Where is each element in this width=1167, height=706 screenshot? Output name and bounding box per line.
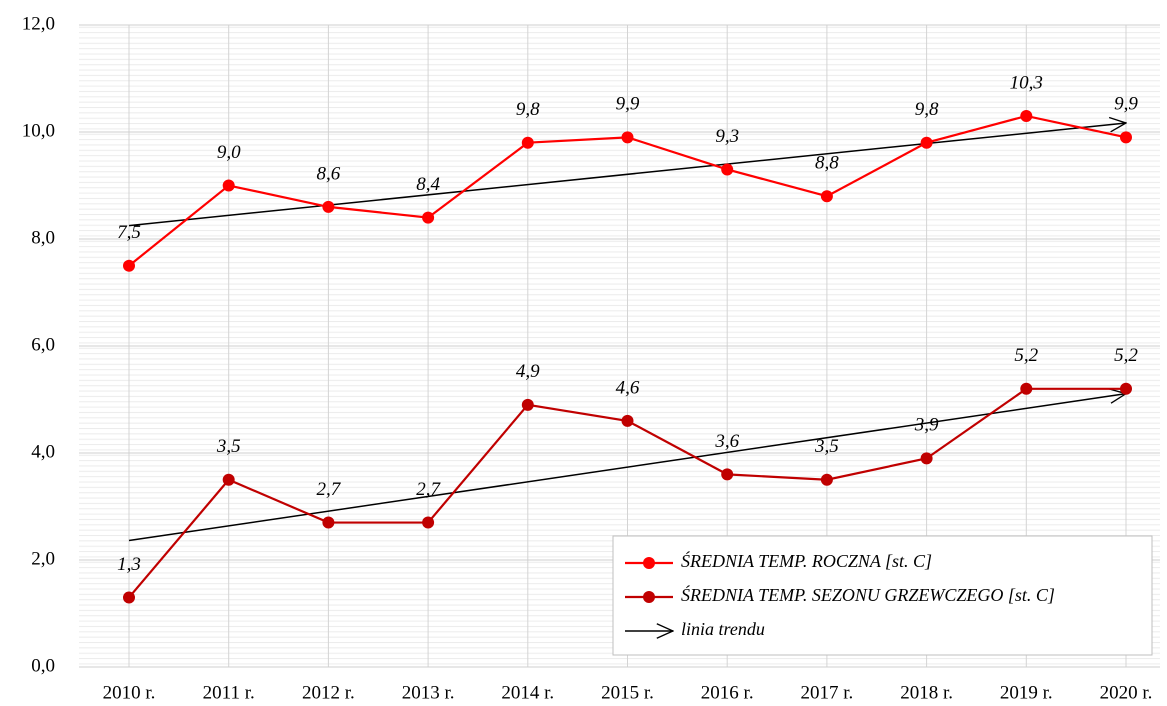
y-tick-label: 8,0 (31, 227, 55, 248)
data-point (621, 131, 634, 144)
data-point (820, 190, 833, 203)
legend-label: linia trendu (681, 619, 765, 639)
data-point (222, 473, 235, 486)
legend-marker (643, 557, 655, 569)
data-point (521, 136, 534, 149)
x-tick-label: 2013 r. (402, 682, 455, 703)
data-point (1120, 382, 1132, 395)
y-tick-label: 6,0 (31, 334, 55, 355)
data-label: 3,5 (216, 436, 241, 457)
data-label: 10,3 (1010, 72, 1043, 93)
data-label: 3,5 (814, 436, 839, 457)
data-point (521, 398, 534, 411)
data-label: 2,7 (317, 479, 342, 500)
data-point (721, 468, 734, 481)
data-point (322, 200, 335, 213)
legend-marker (643, 591, 655, 603)
x-tick-label: 2019 r. (1000, 682, 1053, 703)
y-tick-label: 0,0 (31, 655, 55, 676)
data-label: 9,0 (217, 142, 241, 163)
data-point (621, 414, 634, 427)
legend-label: ŚREDNIA TEMP. SEZONU GRZEWCZEGO [st. C] (681, 584, 1055, 605)
data-point (322, 516, 335, 529)
data-label: 4,6 (616, 377, 640, 398)
data-point (920, 136, 933, 149)
x-tick-label: 2014 r. (501, 682, 554, 703)
data-label: 3,6 (714, 431, 739, 452)
data-point (1120, 131, 1132, 144)
x-tick-label: 2016 r. (701, 682, 754, 703)
data-point (1020, 109, 1033, 122)
legend-label: ŚREDNIA TEMP. ROCZNA [st. C] (681, 550, 932, 571)
trend-line (128, 123, 1126, 227)
data-point (123, 591, 135, 604)
x-tick-label: 2010 r. (103, 682, 156, 703)
data-point (222, 179, 235, 192)
data-label: 2,7 (416, 479, 441, 500)
y-tick-label: 2,0 (31, 548, 55, 569)
data-label: 9,8 (915, 99, 939, 120)
data-point (422, 516, 435, 529)
data-label: 9,9 (1114, 94, 1138, 115)
x-tick-label: 2012 r. (302, 682, 355, 703)
y-tick-label: 12,0 (22, 13, 55, 34)
trend-line (128, 394, 1126, 542)
data-label: 8,6 (317, 163, 341, 184)
legend-box (612, 535, 1153, 656)
data-point (1020, 382, 1033, 395)
x-tick-label: 2011 r. (203, 682, 255, 703)
data-label: 3,9 (914, 415, 939, 436)
data-label: 8,8 (815, 153, 839, 174)
data-label: 1,3 (117, 554, 141, 575)
data-label: 9,9 (616, 94, 640, 115)
x-tick-label: 2018 r. (900, 682, 953, 703)
data-label: 5,2 (1014, 345, 1038, 366)
data-point (721, 163, 734, 176)
x-tick-label: 2020 r. (1100, 682, 1153, 703)
data-point (820, 473, 833, 486)
data-label: 5,2 (1114, 345, 1138, 366)
y-tick-label: 4,0 (31, 441, 55, 462)
data-point (123, 259, 135, 272)
data-point (920, 452, 933, 465)
x-tick-label: 2015 r. (601, 682, 654, 703)
data-point (422, 211, 435, 224)
data-label: 8,4 (416, 174, 440, 195)
data-label: 4,9 (516, 361, 540, 382)
y-tick-label: 10,0 (22, 120, 55, 141)
data-label: 9,8 (516, 99, 540, 120)
data-label: 9,3 (715, 126, 739, 147)
data-label: 7,5 (117, 222, 141, 243)
x-tick-label: 2017 r. (801, 682, 854, 703)
